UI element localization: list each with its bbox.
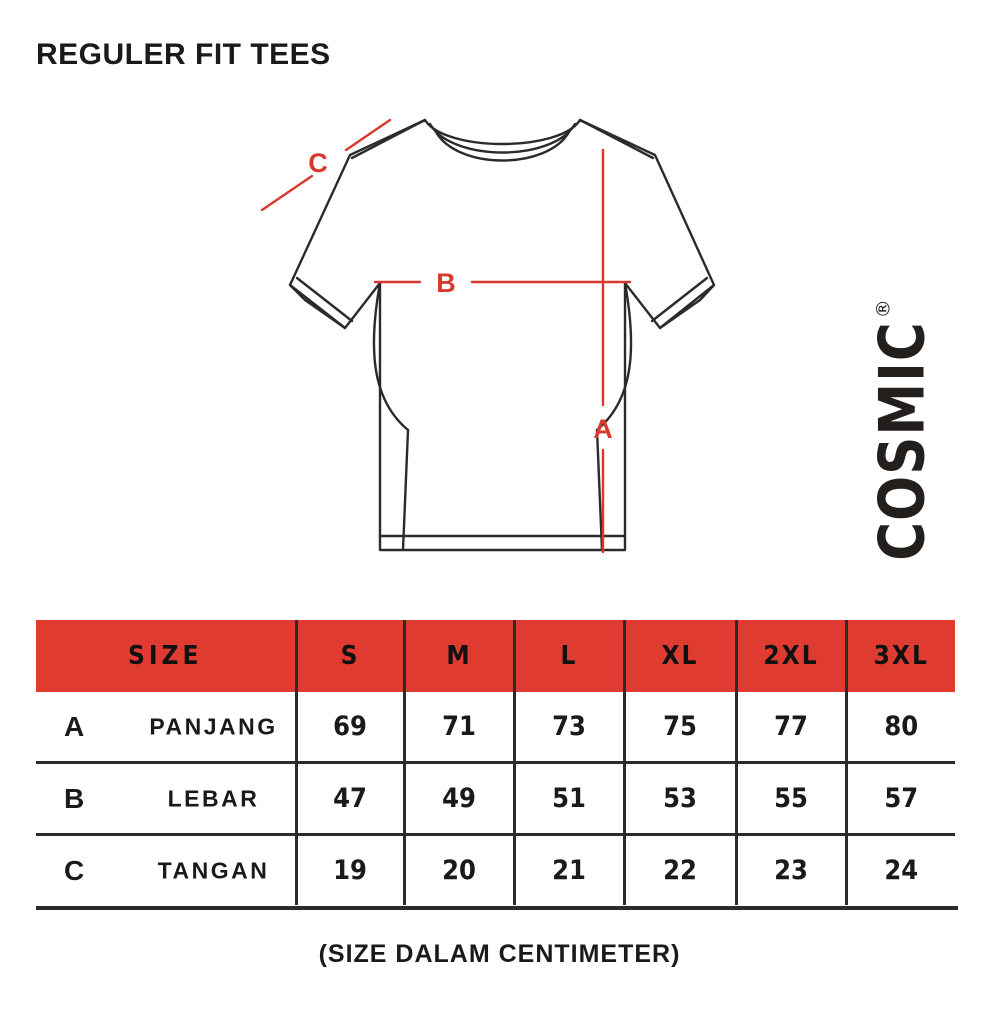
tshirt-outline-group — [288, 118, 716, 552]
table-row: A PANJANG 69 71 73 75 77 80 — [36, 692, 955, 763]
row-letter-b: B — [64, 782, 85, 814]
brand-logo: COSMIC ® — [843, 299, 963, 561]
cell-a-3xl: 80 — [884, 711, 919, 742]
measure-label-a: A — [593, 414, 613, 444]
table-row: B LEBAR 47 49 51 53 55 57 — [36, 761, 955, 835]
cell-c-m: 20 — [404, 833, 516, 905]
left-side-seam — [401, 428, 410, 552]
cell-b-s: 47 — [296, 761, 406, 835]
left-shoulder-seam — [350, 118, 427, 160]
right-side-seam — [595, 428, 604, 552]
tshirt-illustration: C B A — [240, 100, 760, 580]
cell-b-m: 49 — [404, 761, 516, 835]
right-cuff-hem-outer — [658, 283, 716, 330]
cell-a-m: 71 — [404, 692, 516, 763]
cell-a-xl: 75 — [624, 692, 738, 763]
row-name-panjang: PANJANG — [149, 713, 278, 739]
column-header-l: L — [514, 620, 626, 692]
cell-c-s: 19 — [296, 833, 406, 905]
column-header-3xl: 3XL — [846, 620, 955, 692]
column-header-2xl: 2XL — [736, 620, 848, 692]
row-letter-a: A — [64, 710, 85, 742]
measurement-labels-group: C B A — [308, 148, 613, 444]
measure-line-c-lower — [260, 174, 314, 212]
registered-trademark-icon: ® — [872, 299, 895, 319]
left-cuff-hem-outer — [288, 283, 347, 330]
column-header-m: M — [404, 620, 516, 692]
collar-inner-line-2 — [434, 130, 571, 162]
row-label-c: C TANGAN — [36, 833, 298, 905]
column-header-size: SIZE — [36, 620, 298, 692]
right-armhole-curve — [595, 281, 633, 432]
row-letter-c: C — [64, 854, 85, 886]
cell-c-3xl: 24 — [846, 833, 955, 905]
column-header-xl: XL — [624, 620, 738, 692]
right-cuff-hem-inner — [650, 276, 709, 323]
right-shoulder-seam — [578, 118, 655, 160]
row-name-tangan: TANGAN — [157, 857, 270, 883]
cell-b-2xl: 55 — [736, 761, 848, 835]
measurement-lines-group — [260, 118, 632, 554]
cell-a-l: 73 — [514, 692, 626, 763]
row-label-a: A PANJANG — [36, 692, 298, 763]
cell-a-s: 69 — [296, 692, 406, 763]
cell-a-2xl: 77 — [736, 692, 848, 763]
tshirt-body-path — [288, 118, 716, 552]
table-header-row: SIZE S M L XL 2XL 3XL — [36, 620, 955, 692]
unit-caption: (SIZE DALAM CENTIMETER) — [318, 940, 681, 968]
table-bottom-rule — [36, 906, 958, 910]
measure-line-c-upper — [344, 118, 392, 152]
collar-inner-line-1 — [428, 122, 577, 154]
row-label-b: B LEBAR — [36, 761, 298, 835]
cell-b-l: 51 — [514, 761, 626, 835]
cell-c-l: 21 — [514, 833, 626, 905]
table-row: C TANGAN 19 20 21 22 23 24 — [36, 833, 955, 905]
brand-name: COSMIC — [867, 321, 939, 561]
cell-c-xl: 22 — [624, 833, 738, 905]
size-chart-table: SIZE S M L XL 2XL 3XL A PANJANG 69 71 73… — [36, 620, 955, 905]
cell-c-2xl: 23 — [736, 833, 848, 905]
cell-b-3xl: 57 — [846, 761, 955, 835]
measure-label-c: C — [308, 148, 328, 178]
left-cuff-hem-inner — [295, 276, 354, 323]
page-title: REGULER FIT TEES — [36, 38, 331, 71]
row-name-lebar: LEBAR — [167, 785, 260, 811]
column-header-s: S — [296, 620, 406, 692]
cell-b-xl: 53 — [624, 761, 738, 835]
measure-label-b: B — [436, 268, 456, 298]
left-armhole-curve — [372, 281, 410, 432]
